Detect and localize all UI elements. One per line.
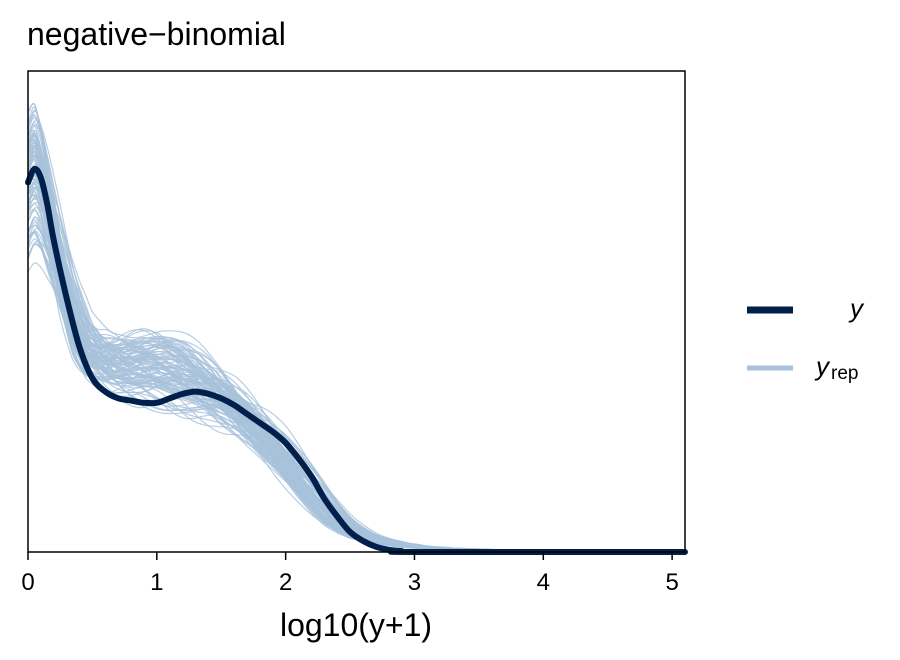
yrep-line (27, 117, 686, 553)
legend-label-yrep: y rep (814, 351, 858, 384)
yrep-line (27, 216, 686, 553)
yrep-line (27, 109, 686, 553)
yrep-line (27, 102, 686, 553)
y-line (25, 165, 688, 556)
legend: y y rep (747, 293, 865, 384)
yrep-line (27, 114, 686, 553)
yrep-line (27, 238, 686, 553)
x-tick-label: 4 (537, 569, 550, 596)
x-tick-label: 0 (21, 569, 34, 596)
legend-label-y: y (848, 293, 865, 323)
yrep-line (27, 183, 686, 553)
y-line-layer (25, 165, 688, 556)
yrep-line (27, 262, 686, 553)
yrep-line (27, 114, 686, 553)
yrep-line (27, 103, 686, 553)
x-axis: 0 1 2 3 4 5 (21, 552, 679, 596)
x-tick-label: 5 (665, 569, 678, 596)
yrep-line (27, 182, 685, 553)
yrep-line (27, 106, 686, 553)
yrep-line (27, 110, 686, 553)
x-tick-label: 3 (408, 569, 421, 596)
x-tick-label: 2 (279, 569, 292, 596)
yrep-line (27, 221, 686, 553)
plot-frame (27, 70, 686, 553)
yrep-line (27, 172, 685, 553)
chart-title: negative−binomial (27, 16, 286, 52)
x-tick-label: 1 (150, 569, 163, 596)
yrep-line (27, 158, 686, 553)
x-axis-label: log10(y+1) (280, 607, 432, 643)
yrep-line (27, 227, 686, 553)
yrep-lines (27, 102, 686, 553)
